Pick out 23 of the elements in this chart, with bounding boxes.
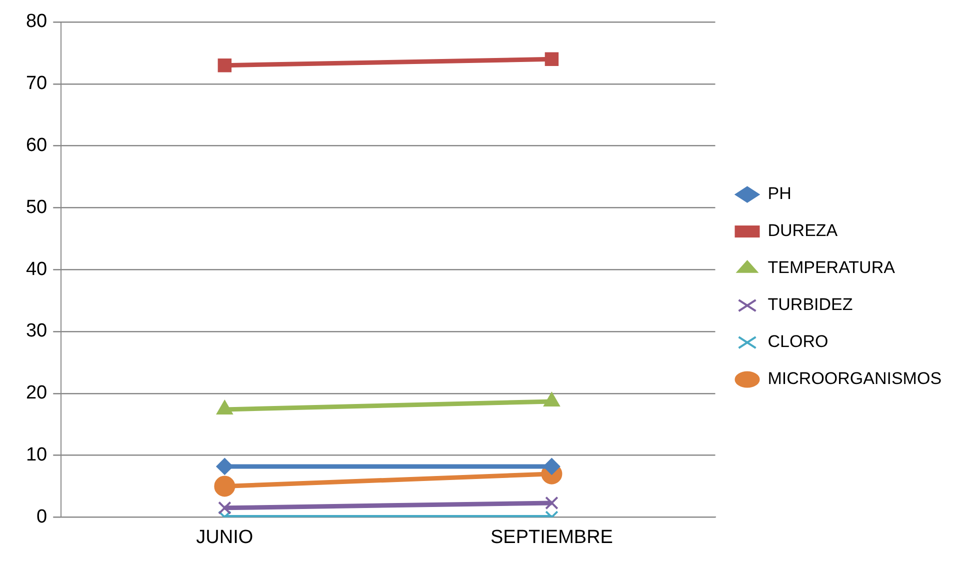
legend-label: PH (768, 184, 792, 204)
y-tick-label: 70 (26, 73, 48, 94)
point (543, 458, 560, 475)
legend-label: DUREZA (768, 221, 838, 240)
x-tick-label: JUNIO (196, 526, 254, 548)
y-tick-label: 60 (26, 135, 48, 156)
y-tick-label: 10 (26, 444, 48, 466)
point (216, 458, 234, 475)
y-tick-label: 80 (26, 11, 48, 32)
point (544, 52, 559, 66)
y-tick-label: 40 (26, 258, 48, 280)
legend-label: MICROORGANISMOS (768, 369, 942, 388)
x-tick-label: SEPTIEMBRE (490, 526, 613, 548)
y-tick-label: 20 (26, 382, 48, 404)
point (218, 58, 232, 72)
legend-label: TURBIDEZ (768, 295, 853, 314)
point (545, 496, 558, 510)
legend-label: TEMPERATURA (768, 258, 896, 278)
y-tick-label: 30 (26, 320, 48, 342)
y-tick-label: 50 (26, 196, 48, 218)
point (214, 476, 236, 497)
legend-label: CLORO (768, 332, 828, 352)
y-tick-label: 0 (36, 506, 48, 528)
